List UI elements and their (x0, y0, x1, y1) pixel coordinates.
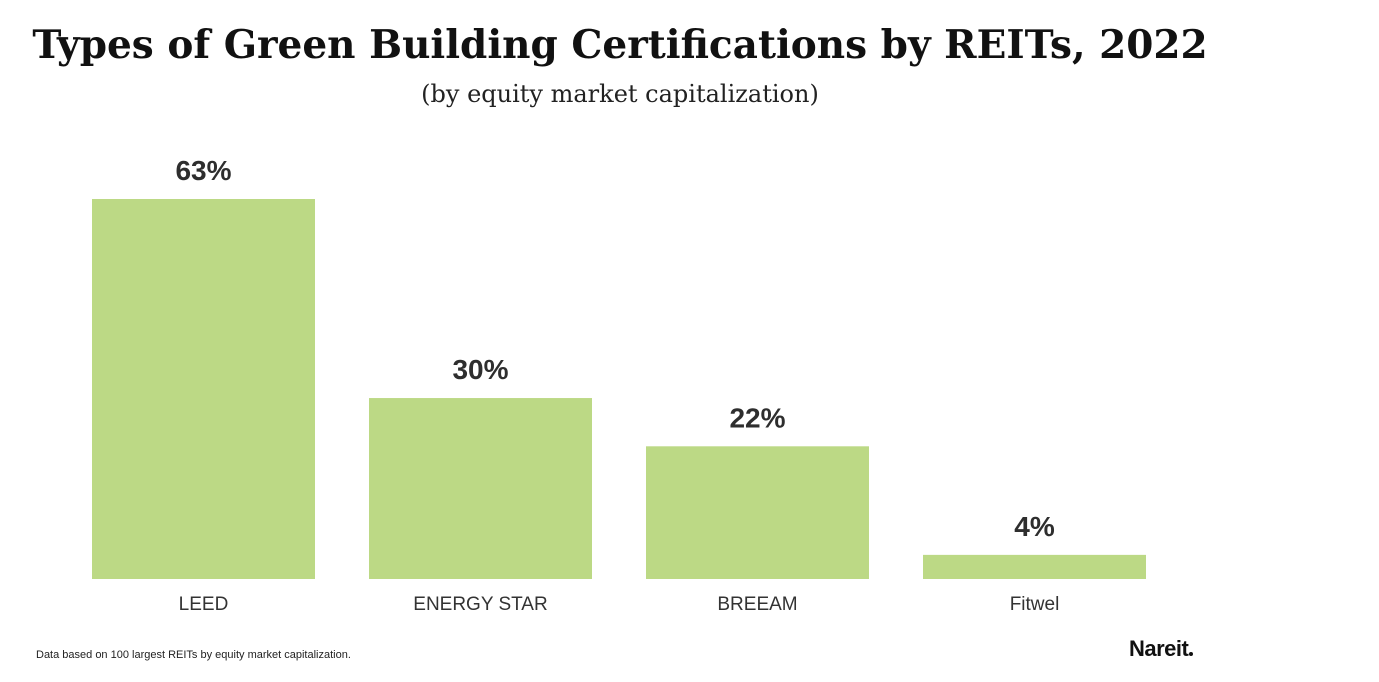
footnote: Data based on 100 largest REITs by equit… (36, 649, 351, 661)
chart-title: Types of Green Building Certifications b… (32, 22, 1208, 68)
category-label: Fitwel (1010, 594, 1060, 615)
nareit-logo: Nareit (1129, 636, 1194, 662)
value-label: 4% (1014, 511, 1055, 542)
category-label: LEED (179, 594, 229, 615)
bar-leed (92, 199, 315, 579)
category-label: BREEAM (717, 594, 797, 615)
logo-text: Nareit (1129, 636, 1189, 661)
chart-subtitle: (by equity market capitalization) (421, 80, 819, 108)
category-label: ENERGY STAR (413, 594, 547, 615)
logo-dot (1189, 652, 1194, 656)
value-label: 63% (175, 155, 231, 186)
value-label: 30% (452, 354, 508, 385)
value-label: 22% (729, 402, 785, 433)
bar-fitwel (923, 554, 1146, 579)
bar-breeam (646, 446, 869, 579)
bar-energy-star (369, 398, 592, 579)
bar-chart: 63% LEED 30% ENERGY STAR 22% BREEAM 4% Fitwel (92, 155, 1146, 615)
